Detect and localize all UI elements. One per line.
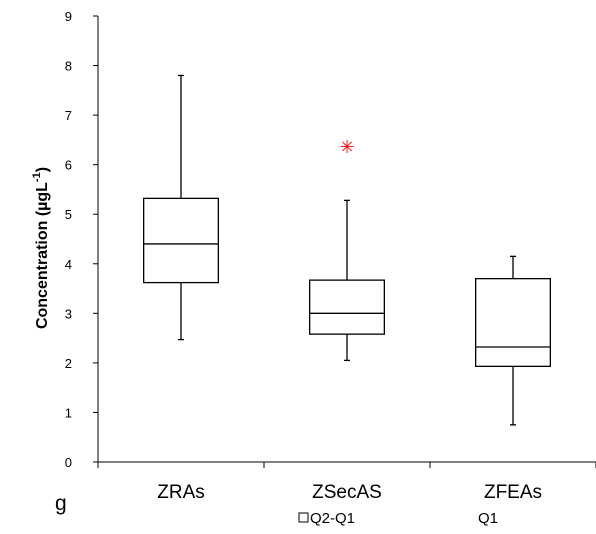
y-tick-label: 0	[65, 455, 72, 470]
x-category-label: ZRAs	[157, 482, 205, 503]
outlier-point: ✳	[339, 137, 354, 158]
x-category-label: ZSecAS	[312, 482, 382, 503]
y-tick-label: 6	[65, 158, 72, 173]
y-axis: 0 1 2 3 4 5 6 7 8 9	[65, 9, 99, 470]
y-axis-label-superscript: -1	[31, 172, 43, 182]
box-series: ✳	[142, 74, 551, 426]
y-tick-label: 2	[65, 356, 72, 371]
legend-label-q2-q1: Q2-Q1	[310, 510, 355, 527]
interquartile-box	[142, 197, 219, 284]
y-tick-label: 8	[65, 59, 72, 74]
box-zsecas: ✳	[308, 137, 385, 362]
legend: Q2-Q1 Q1	[298, 510, 498, 527]
x-category-label: ZFEAs	[484, 482, 542, 503]
legend-label-q1: Q1	[478, 510, 498, 527]
y-tick-label: 1	[65, 405, 72, 420]
legend-swatch-q2-q1	[298, 512, 309, 523]
box-zfeas	[474, 255, 551, 426]
y-axis-label-main: Concentration (µgL	[34, 182, 51, 329]
y-tick-label: 4	[65, 257, 72, 272]
y-tick-label: 5	[65, 207, 72, 222]
y-axis-label: Concentration (µgL-1)	[31, 167, 51, 329]
y-axis-label-close: )	[34, 167, 51, 172]
panel-label: g	[55, 492, 67, 515]
box-zras	[142, 74, 219, 341]
y-tick-label: 9	[65, 9, 72, 24]
interquartile-box	[474, 277, 551, 368]
y-tick-label: 3	[65, 306, 72, 321]
x-axis: ZRAs ZSecAS ZFEAs	[97, 461, 596, 503]
interquartile-box	[308, 279, 385, 335]
y-tick-label: 7	[65, 108, 72, 123]
